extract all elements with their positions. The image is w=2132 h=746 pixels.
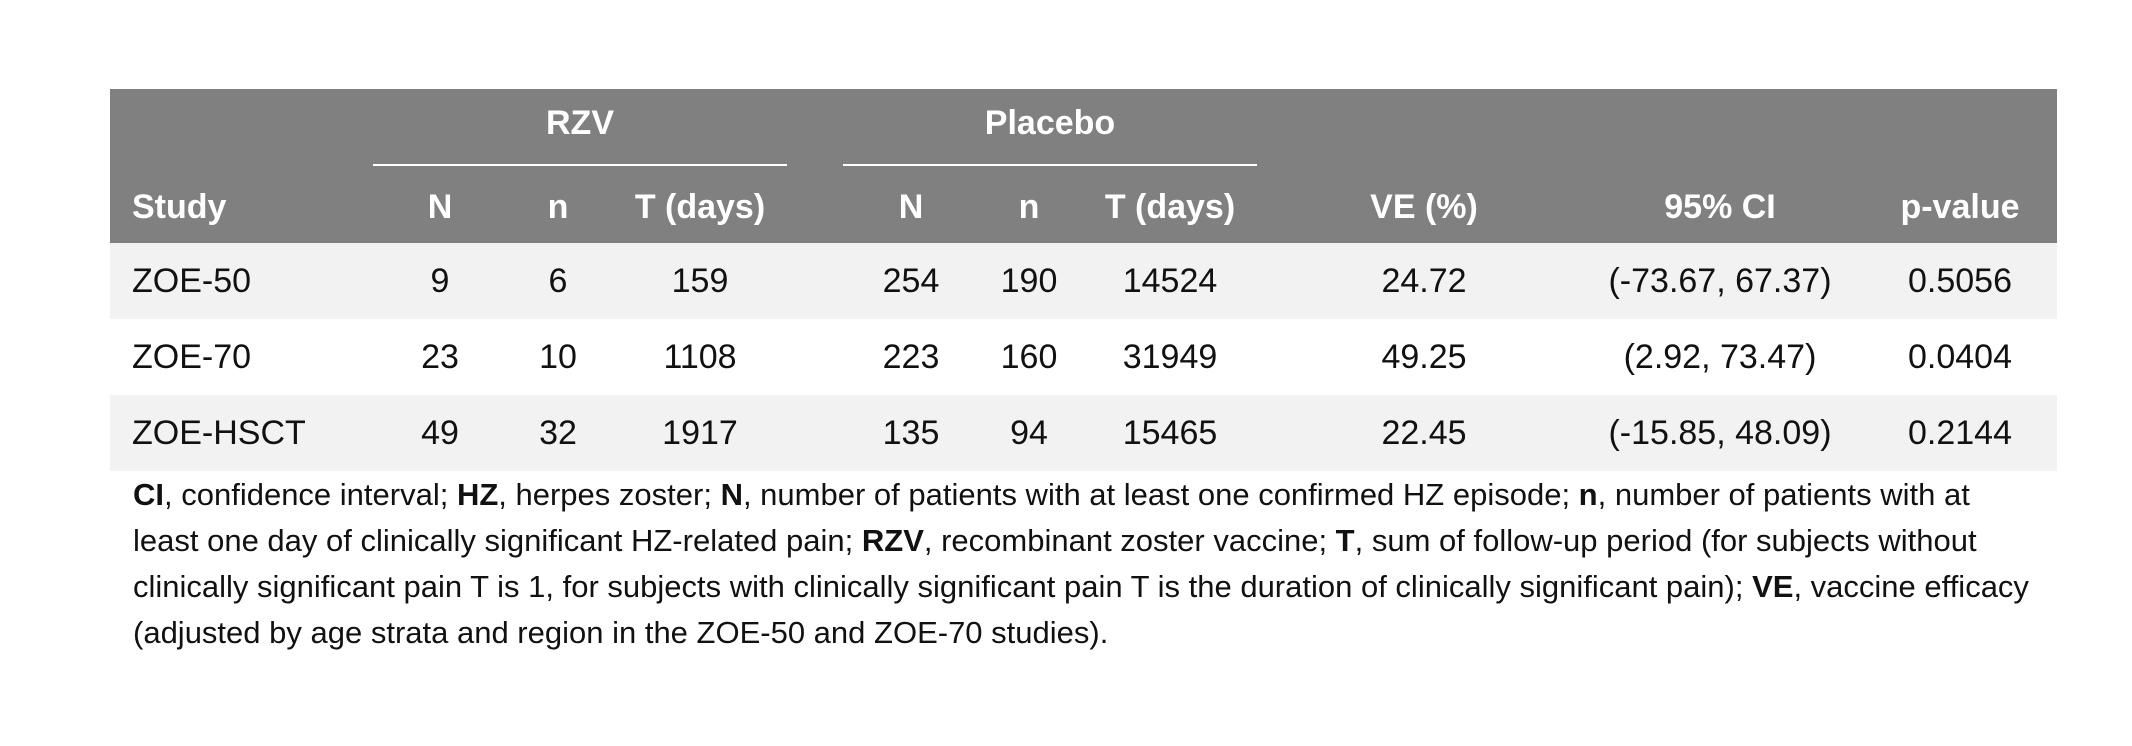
cell-rzv-n: 6	[548, 262, 568, 300]
group-header-rzv: RZV	[546, 104, 614, 142]
table-row: ZOE-70 23 10 1108 223 160 31949 49.25 (2…	[110, 319, 2057, 395]
cell-ve: 22.45	[1381, 414, 1467, 452]
def-rzv: , recombinant zoster vaccine;	[923, 523, 1336, 558]
cell-rzv-N: 49	[421, 414, 459, 452]
def-ve: , vaccine efficacy (adjusted by age stra…	[133, 569, 2029, 650]
table-row: ZOE-50 9 6 159 254 190 14524 24.72 (-73.…	[110, 243, 2057, 319]
abbr-ci: CI	[133, 477, 164, 512]
def-N: , number of patients with at least one c…	[742, 477, 1579, 512]
cell-placebo-n: 190	[1000, 262, 1058, 300]
cell-rzv-n: 10	[539, 338, 577, 376]
def-hz: , herpes zoster;	[498, 477, 721, 512]
abbr-n: n	[1578, 477, 1598, 512]
cell-ve: 24.72	[1381, 262, 1467, 300]
abbr-hz: HZ	[456, 477, 499, 512]
cell-placebo-N: 254	[882, 262, 940, 300]
abbr-T: T	[1335, 523, 1355, 558]
cell-rzv-T: 1917	[662, 414, 738, 452]
group-underline-placebo	[843, 164, 1257, 166]
cell-placebo-n: 94	[1010, 414, 1048, 452]
cell-pvalue: 0.5056	[1908, 262, 2012, 300]
cell-placebo-N: 223	[882, 338, 940, 376]
header-rzv-T: T (days)	[634, 188, 766, 226]
footnote: CI, confidence interval; HZ, herpes zost…	[133, 472, 2033, 656]
def-ci: , confidence interval;	[164, 477, 457, 512]
cell-placebo-T: 14524	[1122, 262, 1218, 300]
cell-pvalue: 0.0404	[1908, 338, 2012, 376]
group-underline-rzv	[373, 164, 787, 166]
def-n: , number of patients with at least one d…	[133, 477, 1970, 558]
header-ci: 95% CI	[1664, 188, 1776, 226]
header-placebo-n: n	[1018, 188, 1040, 226]
cell-rzv-T: 1108	[663, 338, 737, 376]
header-placebo-T: T (days)	[1104, 188, 1236, 226]
cell-study: ZOE-70	[132, 338, 252, 376]
cell-rzv-N: 23	[421, 338, 459, 376]
cell-placebo-T: 31949	[1122, 338, 1218, 376]
cell-ci: (2.92, 73.47)	[1623, 338, 1817, 376]
header-placebo-N: N	[898, 188, 924, 226]
abbr-N: N	[720, 477, 743, 512]
cell-study: ZOE-HSCT	[132, 414, 306, 452]
cell-placebo-n: 160	[1000, 338, 1058, 376]
table-header: RZV Placebo Study N n T (days) N n T (da…	[110, 89, 2057, 243]
header-pvalue: p-value	[1900, 188, 2020, 226]
results-table: RZV Placebo Study N n T (days) N n T (da…	[110, 89, 2057, 471]
abbr-ve: VE	[1752, 569, 1794, 604]
cell-rzv-N: 9	[430, 262, 450, 300]
header-ve: VE (%)	[1370, 188, 1478, 226]
cell-ci: (-73.67, 67.37)	[1608, 262, 1832, 300]
cell-placebo-T: 15465	[1122, 414, 1218, 452]
group-header-placebo: Placebo	[984, 104, 1116, 142]
cell-ci: (-15.85, 48.09)	[1608, 414, 1832, 452]
header-rzv-n: n	[547, 188, 569, 226]
cell-placebo-N: 135	[882, 414, 940, 452]
cell-study: ZOE-50	[132, 262, 252, 300]
def-T: , sum of follow-up period (for subjects …	[133, 523, 1977, 604]
cell-pvalue: 0.2144	[1908, 414, 2012, 452]
header-study: Study	[132, 188, 227, 226]
abbr-rzv: RZV	[861, 523, 924, 558]
cell-ve: 49.25	[1381, 338, 1467, 376]
header-rzv-N: N	[427, 188, 453, 226]
cell-rzv-n: 32	[539, 414, 577, 452]
cell-rzv-T: 159	[671, 262, 729, 300]
table-row: ZOE-HSCT 49 32 1917 135 94 15465 22.45 (…	[110, 395, 2057, 471]
